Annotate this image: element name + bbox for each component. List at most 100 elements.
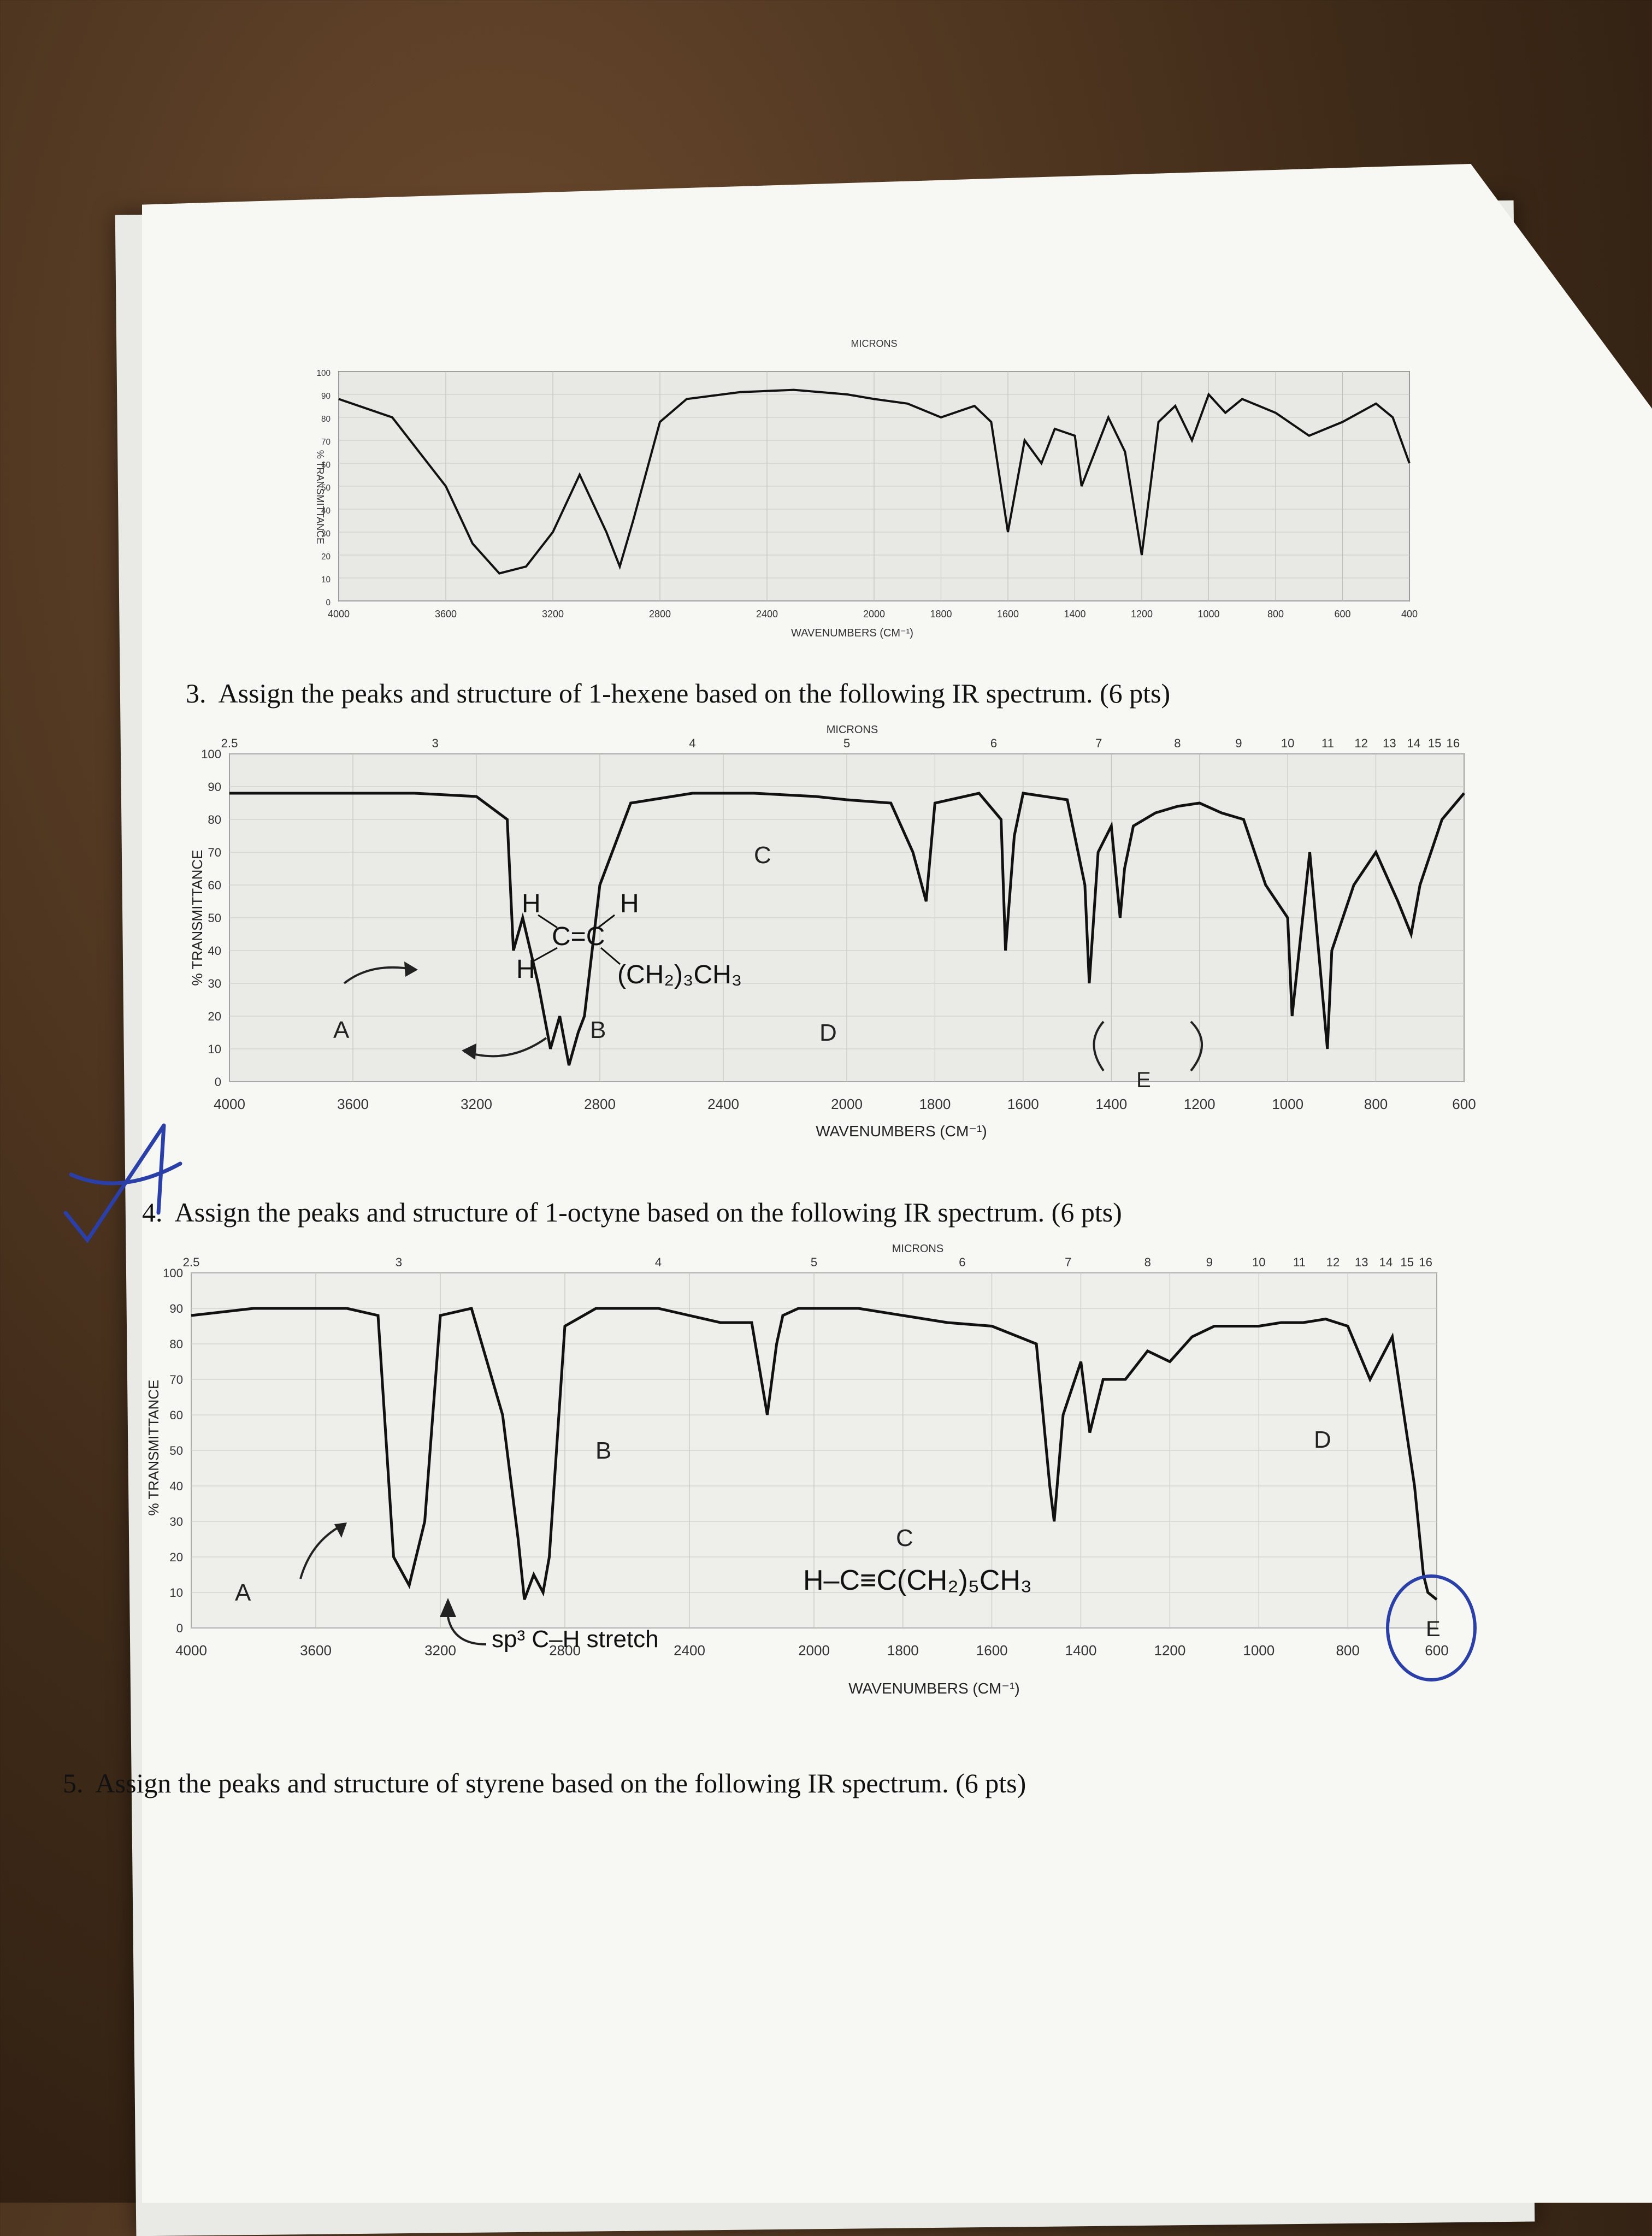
micron-tick-label: 5	[811, 1255, 817, 1269]
check-mark-handwritten	[63, 1123, 182, 1243]
question-4: 4. Assign the peaks and structure of 1-oc…	[142, 1196, 1122, 1228]
x-tick-label: 2400	[756, 609, 778, 620]
ir-spectrum-2-hexene: MICRONS % TRANSMITTANCE WAVENUMBERS (CM⁻…	[189, 724, 1476, 1140]
micron-tick-label: 10	[1281, 736, 1295, 750]
spectrum-line	[338, 388, 1411, 575]
peak-label-e: E	[1426, 1617, 1441, 1641]
spectrum-line	[229, 792, 1465, 1066]
micron-tick-label: 12	[1354, 736, 1368, 750]
y-tick-label: 100	[201, 747, 221, 761]
y-tick-label: 70	[208, 846, 221, 859]
x-tick-label: 4000	[214, 1096, 245, 1112]
x-tick-label: 2400	[707, 1096, 739, 1112]
peak-label-a: A	[235, 1579, 251, 1606]
microns-label: MICRONS	[827, 724, 878, 736]
x-tick-label: 2800	[549, 1642, 581, 1659]
micron-tick-label: 7	[1065, 1255, 1071, 1269]
y-tick-label: 100	[316, 369, 331, 378]
x-tick-label: 2000	[798, 1642, 830, 1659]
sp3-stretch-label: sp³ C–H stretch	[492, 1626, 659, 1653]
micron-tick-label: 4	[655, 1255, 662, 1269]
x-tick-label: 2800	[584, 1096, 616, 1112]
arrow-e-left	[1093, 1020, 1105, 1072]
microns-label: MICRONS	[892, 1243, 943, 1255]
y-tick-label: 90	[321, 392, 331, 401]
ir-spectrum-1: MICRONS % TRANSMITTANCE WAVENUMBERS (CM⁻…	[315, 338, 1418, 639]
x-axis-label: WAVENUMBERS (CM⁻¹)	[816, 1123, 987, 1140]
y-axis-label: % TRANSMITTANCE	[145, 1380, 162, 1516]
x-tick-label: 1200	[1131, 609, 1153, 620]
y-tick-label: 0	[176, 1621, 183, 1635]
x-tick-label: 1000	[1197, 609, 1219, 620]
x-tick-label: 2000	[831, 1096, 863, 1112]
x-tick-label: 1800	[919, 1096, 951, 1112]
question-number: 4.	[142, 1197, 163, 1228]
x-tick-label: 3200	[542, 609, 564, 620]
y-tick-label: 50	[169, 1444, 183, 1458]
x-tick-label: 1000	[1243, 1642, 1275, 1659]
x-tick-label: 1400	[1065, 1642, 1097, 1659]
y-axis-label: % TRANSMITTANCE	[189, 850, 205, 986]
micron-tick-label: 16	[1447, 736, 1460, 750]
micron-tick-label: 15	[1400, 1255, 1414, 1269]
ir-spectrum-3-octyne: MICRONS % TRANSMITTANCE WAVENUMBERS (CM⁻…	[145, 1243, 1477, 1697]
x-tick-label: 3200	[461, 1096, 492, 1112]
y-tick-label: 40	[208, 944, 221, 958]
micron-tick-label: 6	[990, 736, 997, 750]
x-tick-label: 600	[1334, 609, 1350, 620]
micron-tick-label: 12	[1326, 1255, 1340, 1269]
micron-tick-label: 11	[1321, 736, 1334, 750]
y-tick-label: 80	[321, 415, 331, 424]
y-tick-label: 30	[208, 977, 221, 990]
structure-chain: (CH₂)₃CH₃	[617, 960, 742, 989]
arrowhead-a	[404, 961, 418, 977]
micron-tick-label: 2.5	[183, 1255, 200, 1269]
y-tick-label: 70	[321, 438, 331, 447]
y-tick-label: 60	[321, 461, 331, 470]
micron-tick-label: 13	[1355, 1255, 1368, 1269]
peak-label-b: B	[595, 1437, 611, 1464]
arrowhead-sp3	[440, 1598, 456, 1617]
structure-double-bond: C=C	[552, 922, 605, 951]
micron-tick-label: 14	[1407, 736, 1420, 750]
microns-label: MICRONS	[851, 338, 898, 349]
x-tick-label: 800	[1267, 609, 1284, 620]
y-tick-label: 30	[169, 1515, 183, 1529]
micron-tick-label: 6	[959, 1255, 965, 1269]
y-tick-label: 10	[321, 575, 331, 585]
x-tick-label: 3600	[300, 1642, 332, 1659]
x-tick-label: 2400	[674, 1642, 705, 1659]
question-number: 3.	[186, 678, 206, 709]
question-5: 5. Assign the peaks and structure of styr…	[63, 1767, 1026, 1799]
x-tick-label: 2000	[863, 609, 885, 620]
x-tick-label: 600	[1425, 1642, 1448, 1659]
y-tick-label: 30	[321, 529, 331, 539]
question-number: 5.	[63, 1768, 84, 1798]
y-tick-label: 0	[326, 598, 331, 607]
structure-h-top-right: H	[620, 889, 639, 918]
arrow-sp3-line	[447, 1616, 487, 1645]
peak-label-c: C	[754, 842, 771, 869]
micron-tick-label: 4	[689, 736, 695, 750]
micron-tick-label: 3	[396, 1255, 402, 1269]
micron-tick-label: 5	[843, 736, 850, 750]
y-axis-label: % TRANSMITTANCE	[315, 450, 326, 544]
arrowhead-b	[462, 1043, 476, 1060]
micron-tick-label: 16	[1419, 1255, 1432, 1269]
micron-tick-label: 9	[1206, 1255, 1213, 1269]
y-tick-label: 20	[321, 552, 331, 562]
y-tick-label: 0	[215, 1075, 221, 1089]
x-tick-label: 1600	[976, 1642, 1008, 1659]
micron-tick-label: 15	[1428, 736, 1442, 750]
circle-around-e	[1386, 1574, 1477, 1682]
x-tick-label: 3600	[337, 1096, 369, 1112]
peak-label-d: D	[819, 1019, 837, 1046]
micron-tick-label: 7	[1095, 736, 1102, 750]
y-tick-label: 50	[321, 483, 331, 493]
y-tick-label: 70	[169, 1373, 183, 1387]
peak-label-d: D	[1314, 1426, 1331, 1453]
micron-tick-label: 10	[1252, 1255, 1266, 1269]
x-tick-label: 800	[1336, 1642, 1359, 1659]
question-text: Assign the peaks and structure of 1-octy…	[174, 1197, 1122, 1228]
y-tick-label: 100	[163, 1266, 183, 1280]
